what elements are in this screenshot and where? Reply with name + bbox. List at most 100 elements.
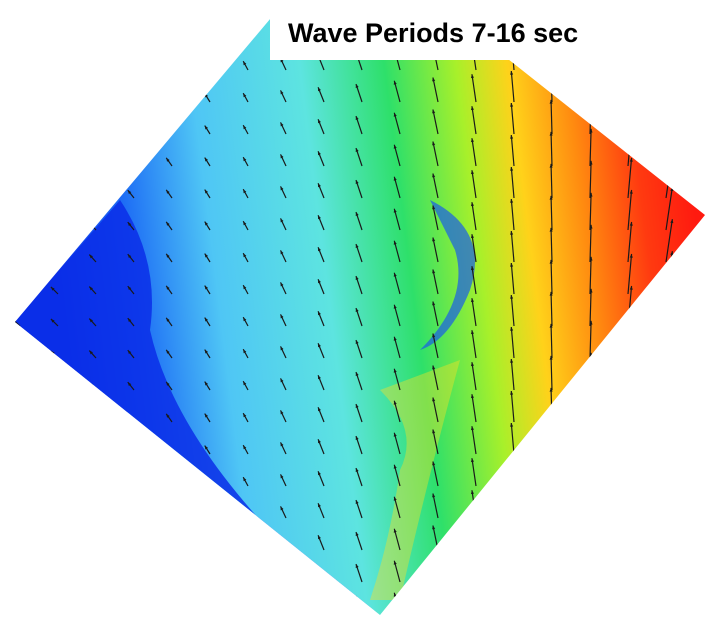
arrow-shaft	[471, 74, 477, 103]
arrow-shaft	[471, 362, 477, 391]
arrow-head	[318, 151, 321, 156]
arrow-head	[89, 446, 93, 451]
arrow-head	[166, 605, 170, 610]
arrow-shaft	[510, 326, 515, 359]
arrow-head	[549, 67, 553, 72]
arrow-head	[589, 416, 593, 421]
arrow-shaft	[165, 477, 173, 487]
arrow-shaft	[15, 126, 21, 135]
arrow-head	[432, 525, 436, 530]
arrow-shaft	[88, 606, 97, 615]
arrow-shaft	[627, 445, 633, 487]
arrow-shaft	[15, 382, 21, 391]
arrow-shaft	[471, 554, 477, 583]
arrow-head	[549, 355, 553, 360]
arrow-head	[127, 478, 132, 483]
arrow-shaft	[627, 93, 633, 135]
arrow-head	[470, 554, 475, 559]
arrow-head	[15, 159, 17, 163]
arrow-shaft	[432, 397, 439, 423]
arrow-shaft	[127, 157, 135, 167]
arrow-head	[127, 286, 132, 291]
arrow-shaft	[471, 426, 477, 455]
arrow-shaft	[550, 483, 553, 519]
arrow-head	[510, 358, 514, 363]
arrow-head	[432, 333, 436, 338]
arrow-shaft	[50, 254, 59, 263]
arrow-head	[166, 445, 170, 450]
arrow-head	[127, 126, 132, 131]
arrow-head	[89, 318, 93, 323]
arrow-head	[629, 125, 633, 130]
arrow-shaft	[50, 126, 59, 135]
arrow-shaft	[127, 541, 135, 551]
arrow-shaft	[550, 547, 553, 583]
arrow-shaft	[589, 160, 592, 199]
arrow-head	[432, 141, 436, 146]
arrow-shaft	[703, 568, 705, 615]
arrow-shaft	[127, 573, 135, 583]
arrow-shaft	[242, 604, 249, 615]
arrow-head	[432, 173, 436, 178]
arrow-shaft	[665, 59, 673, 103]
arrow-head	[89, 542, 93, 547]
arrow-shaft	[88, 542, 97, 551]
arrow-head	[15, 607, 17, 611]
arrow-head	[549, 451, 553, 456]
arrow-shaft	[510, 550, 515, 583]
arrow-shaft	[279, 602, 287, 615]
arrow-shaft	[627, 573, 633, 615]
arrow-head	[166, 93, 170, 98]
arrow-head	[89, 350, 93, 355]
arrow-head	[629, 381, 633, 386]
arrow-shaft	[88, 126, 97, 135]
arrow-shaft	[550, 131, 553, 167]
arrow-shaft	[471, 138, 477, 167]
arrow-head	[318, 471, 321, 476]
arrow-shaft	[204, 573, 211, 583]
arrow-shaft	[15, 414, 21, 423]
arrow-head	[50, 446, 55, 451]
arrow-head	[318, 567, 321, 572]
arrow-head	[50, 318, 55, 323]
arrow-head	[204, 381, 208, 386]
arrow-head	[318, 87, 321, 92]
arrow-shaft	[703, 280, 705, 327]
arrow-head	[510, 166, 514, 171]
arrow-shaft	[627, 477, 633, 519]
arrow-shaft	[15, 318, 21, 327]
arrow-head	[50, 222, 55, 227]
arrow-head	[549, 227, 553, 232]
arrow-head	[470, 202, 475, 207]
arrow-head	[670, 443, 674, 448]
arrow-shaft	[279, 570, 287, 583]
arrow-head	[470, 138, 475, 143]
arrow-head	[280, 474, 284, 479]
arrow-shaft	[88, 446, 97, 455]
arrow-head	[549, 99, 553, 104]
arrow-head	[355, 468, 359, 472]
arrow-shaft	[432, 461, 439, 487]
arrow-head	[127, 542, 132, 547]
arrow-shaft	[15, 94, 21, 103]
arrow-head	[318, 503, 321, 508]
arrow-head	[127, 158, 132, 163]
arrow-head	[15, 511, 17, 515]
arrow-head	[393, 208, 397, 213]
arrow-head	[50, 94, 55, 99]
arrow-shaft	[50, 446, 59, 455]
arrow-head	[393, 400, 397, 405]
arrow-head	[127, 222, 132, 227]
arrow-shaft	[665, 187, 673, 231]
arrow-head	[670, 411, 674, 416]
arrow-head	[243, 605, 247, 610]
arrow-shaft	[589, 512, 592, 551]
arrow-shaft	[15, 62, 21, 71]
arrow-shaft	[589, 384, 592, 423]
arrow-head	[470, 266, 475, 271]
arrow-shaft	[510, 198, 515, 231]
arrow-head	[166, 253, 170, 258]
arrow-head	[549, 259, 553, 264]
arrow-shaft	[88, 574, 97, 583]
